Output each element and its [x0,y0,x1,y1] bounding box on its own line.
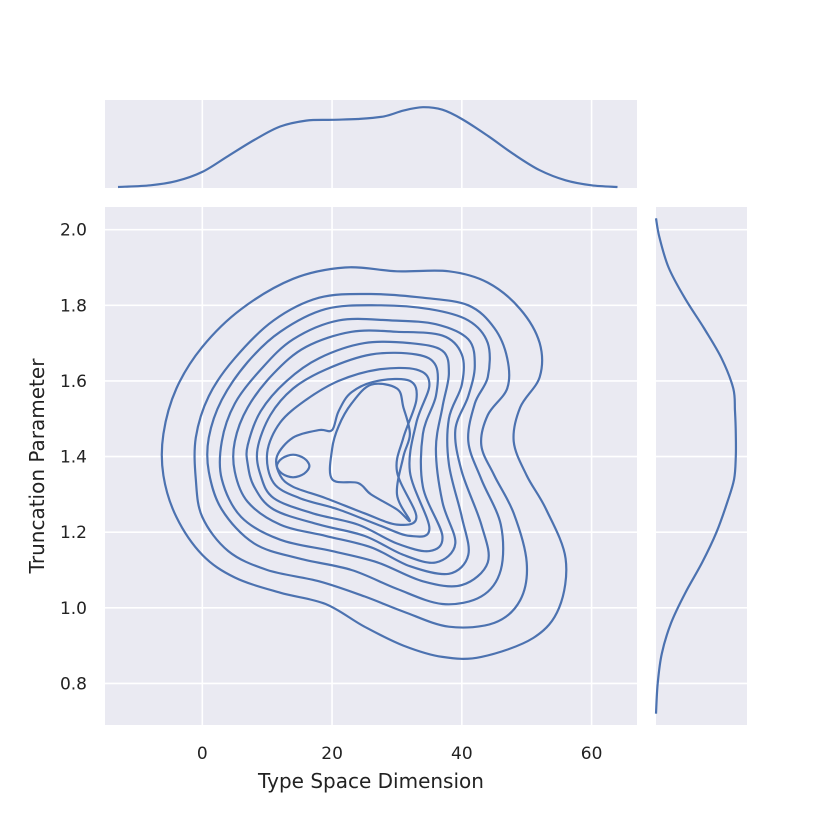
contour-line-3 [206,304,505,606]
contour-line-2 [193,292,529,629]
y-axis-label: Truncation Parameter [25,358,49,575]
contour-line-10 [328,382,411,523]
x-tick-label: 20 [321,744,343,764]
contour-line-6 [245,340,457,564]
marginal-x-gridlines [201,100,593,188]
y-tick-label: 1.6 [60,372,87,392]
marginal-x-background [105,100,637,188]
contour-line-7 [255,351,444,553]
kde-contours [160,266,568,660]
x-tick-labels: 0 20 40 60 [197,744,603,764]
marginal-x-density-curve [117,106,618,189]
y-tick-label: 1.0 [60,599,87,619]
joint-plot-background [105,207,637,725]
y-tick-label: 0.8 [60,674,87,694]
contour-line-8 [265,366,431,538]
y-tick-label: 2.0 [60,221,87,241]
contour-line-4 [218,317,490,588]
marginal-y-background [656,207,747,725]
y-tick-label: 1.4 [60,448,87,468]
x-tick-label: 0 [197,744,208,764]
joint-panel [105,207,637,725]
contour-line-5 [232,329,470,576]
marginal-y-density-curve [654,218,738,714]
y-tick-label: 1.8 [60,296,87,316]
x-axis-label: Type Space Dimension [257,769,484,793]
marginal-x-panel [105,100,637,189]
contour-line-11 [275,453,311,479]
marginal-y-panel [654,207,747,725]
contour-line-9 [275,377,418,527]
contour-line-1 [160,266,568,660]
y-tick-labels: 0.8 1.0 1.2 1.4 1.6 1.8 2.0 [60,221,87,695]
y-tick-label: 1.2 [60,523,87,543]
x-tick-label: 60 [581,744,603,764]
x-tick-label: 40 [451,744,473,764]
